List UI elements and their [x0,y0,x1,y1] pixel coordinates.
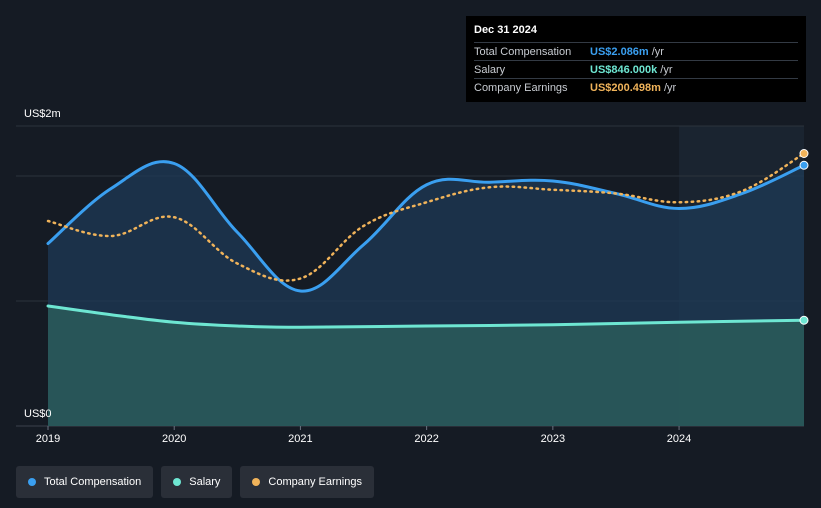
x-tick-label: 2024 [667,433,691,445]
series-lines [46,152,806,329]
legend-label: Salary [189,476,221,488]
line-salary [46,304,806,329]
tooltip-label: Salary [474,63,506,76]
tooltip-label: Company Earnings [474,81,568,94]
line-total-compensation [46,160,806,293]
tooltip-panel: Dec 31 2024 Total Compensation US$2.086m… [466,16,806,102]
legend-label: Total Compensation [44,476,142,488]
series-endpoints [799,149,809,325]
tooltip-date: Dec 31 2024 [474,24,537,36]
y-axis-bottom-label: US$0 [24,408,52,420]
tooltip-label: Total Compensation [474,45,572,58]
x-axis-ticks: 2019 2020 2021 2022 2023 2024 [36,426,691,445]
x-tick-label: 2021 [288,433,312,445]
tooltip-value: US$846.000k [590,63,658,76]
area-salary [48,306,804,426]
tooltip-unit: /yr [660,63,673,76]
legend-label: Company Earnings [268,476,362,488]
y-axis-top-label: US$2m [24,108,61,120]
endpoint-total-compensation [799,160,809,170]
legend-dot-icon [173,478,182,486]
tooltip-row-total-compensation: Total Compensation US$2.086m /yr [474,42,798,60]
legend-dot-icon [252,478,261,486]
legend: Total Compensation Salary Company Earnin… [16,466,374,498]
endpoint-salary [799,315,809,325]
tooltip-value: US$2.086m [590,45,649,58]
series-areas [48,161,804,426]
x-tick-label: 2019 [36,433,60,445]
tooltip-row-salary: Salary US$846.000k /yr [474,60,798,78]
tooltip-value: US$200.498m [590,81,661,94]
endpoint-company-earnings [799,149,809,158]
tooltip-unit: /yr [663,81,677,94]
legend-item-company-earnings[interactable]: Company Earnings [240,466,374,498]
line-company-earnings [46,152,806,282]
legend-dot-icon [28,478,36,486]
tooltip-row-company-earnings: Company Earnings US$200.498m /yr [474,78,798,96]
legend-item-salary[interactable]: Salary [161,466,233,498]
x-tick-label: 2022 [414,433,438,445]
x-tick-label: 2023 [541,433,565,445]
x-tick-label: 2020 [162,433,186,445]
tooltip-unit: /yr [651,45,664,58]
legend-item-total-compensation[interactable]: Total Compensation [16,466,154,498]
